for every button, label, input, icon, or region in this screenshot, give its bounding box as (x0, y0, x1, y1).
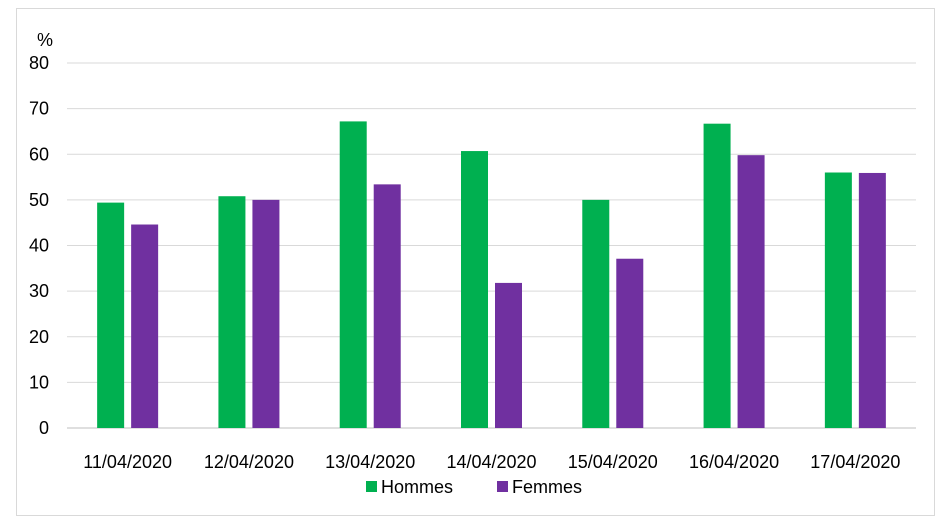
y-tick-label: 50 (29, 190, 49, 210)
legend-label-hommes: Hommes (381, 477, 453, 497)
bar-femmes (252, 199, 280, 428)
y-tick-label: 80 (29, 53, 49, 73)
y-axis-ticks: 0 10 20 30 40 50 60 70 80 (29, 53, 49, 438)
bar-hommes (339, 121, 367, 429)
bars (97, 121, 886, 429)
bar-hommes (824, 172, 852, 428)
bar-hommes (582, 199, 610, 428)
legend: Hommes Femmes (366, 477, 582, 497)
bar-femmes (858, 172, 886, 428)
bar-hommes (703, 123, 731, 429)
y-tick-label: 20 (29, 327, 49, 347)
y-tick-label: 30 (29, 281, 49, 301)
y-axis-unit-label: % (37, 30, 53, 50)
bar-femmes (495, 282, 522, 428)
y-tick-label: 10 (29, 372, 49, 392)
x-axis-category-labels: 11/04/2020 12/04/2020 13/04/2020 14/04/2020… (83, 452, 900, 472)
bar-femmes (131, 224, 159, 428)
x-category-label: 15/04/2020 (568, 452, 658, 472)
gridlines (67, 62, 916, 429)
bar-femmes (737, 155, 765, 428)
y-tick-label: 70 (29, 99, 49, 119)
x-category-label: 16/04/2020 (689, 452, 779, 472)
bar-femmes (616, 258, 644, 428)
legend-label-femmes: Femmes (512, 477, 582, 497)
legend-swatch-hommes (366, 481, 377, 492)
bar-hommes (97, 202, 125, 428)
x-category-label: 12/04/2020 (204, 452, 294, 472)
bar-hommes (461, 151, 488, 428)
bar-femmes (373, 184, 401, 428)
bar-hommes (218, 196, 246, 428)
x-category-label: 13/04/2020 (325, 452, 415, 472)
x-category-label: 11/04/2020 (83, 452, 172, 472)
x-category-label: 17/04/2020 (810, 452, 900, 472)
y-tick-label: 0 (39, 418, 49, 438)
y-tick-label: 60 (29, 144, 49, 164)
y-tick-label: 40 (29, 236, 49, 256)
x-category-label: 14/04/2020 (446, 452, 536, 472)
legend-swatch-femmes (497, 481, 508, 492)
